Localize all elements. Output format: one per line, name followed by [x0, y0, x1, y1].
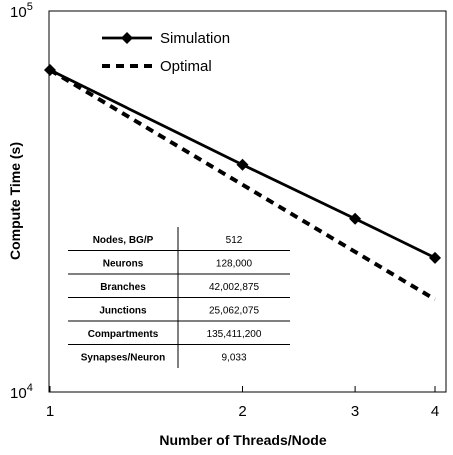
table-row-value: 9,033: [221, 352, 246, 363]
x-tick-label: 2: [238, 403, 246, 420]
data-point-simulation: [429, 251, 441, 264]
x-tick-label: 3: [351, 403, 359, 420]
y-axis-label: Compute Time (s): [7, 142, 23, 260]
table-row-value: 512: [226, 235, 243, 246]
table-row-value: 42,002,875: [209, 282, 259, 293]
y-tick-label: 104: [10, 382, 33, 402]
legend-label: Simulation: [160, 30, 230, 47]
legend-marker: [121, 32, 133, 44]
legend-label: Optimal: [160, 58, 212, 75]
table-row-label: Junctions: [99, 305, 147, 316]
series-line-simulation: [49, 68, 436, 260]
table-row-value: 25,062,075: [209, 305, 259, 316]
table-row-value: 135,411,200: [207, 329, 262, 340]
x-tick-label: 4: [431, 403, 439, 420]
table-row-label: Synapses/Neuron: [81, 352, 165, 363]
plot-frame: [48, 10, 447, 393]
data-point-simulation: [236, 158, 249, 171]
series-line-optimal: [48, 68, 437, 302]
table-row-value: 128,000: [216, 258, 253, 269]
table-row-label: Nodes, BG/P: [93, 235, 154, 246]
x-axis-label: Number of Threads/Node: [159, 432, 326, 448]
x-tick-label: 1: [46, 403, 54, 420]
data-point-simulation: [349, 212, 362, 225]
y-tick-label: 105: [10, 1, 33, 21]
table-row-label: Neurons: [103, 258, 144, 269]
table-row-label: Compartments: [88, 329, 159, 340]
table-row-label: Branches: [100, 282, 146, 293]
